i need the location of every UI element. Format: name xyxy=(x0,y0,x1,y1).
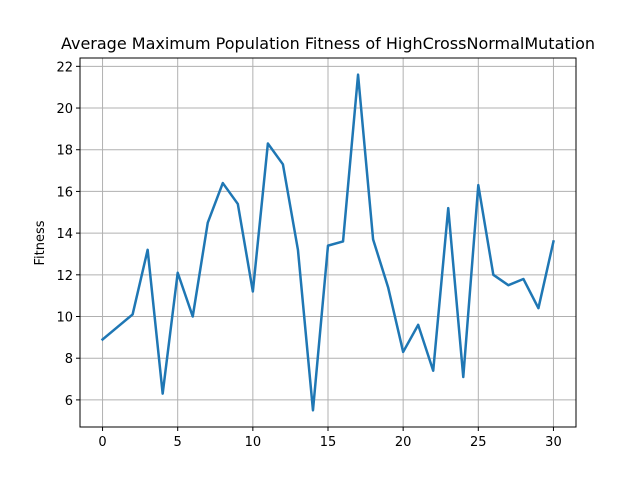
y-tick-label: 16 xyxy=(56,185,73,200)
y-tick-label: 14 xyxy=(56,227,73,242)
x-tick-label: 0 xyxy=(98,435,106,450)
y-tick-label: 18 xyxy=(56,144,73,159)
y-tick-label: 22 xyxy=(56,60,73,75)
grid-lines xyxy=(80,58,576,427)
x-tick-label: 30 xyxy=(545,435,562,450)
series-layer xyxy=(100,73,555,412)
x-axis: 0 5 10 15 20 25 30 xyxy=(98,427,562,450)
x-tick-label: 10 xyxy=(245,435,262,450)
y-axis-label: Fitness xyxy=(33,220,48,265)
y-tick-label: 6 xyxy=(65,394,73,409)
y-tick-label: 8 xyxy=(65,352,73,367)
x-tick-label: 5 xyxy=(174,435,182,450)
x-tick-label: 25 xyxy=(470,435,487,450)
x-tick-label: 20 xyxy=(395,435,412,450)
y-tick-label: 12 xyxy=(56,269,73,284)
y-tick-label: 10 xyxy=(56,311,73,326)
x-tick-label: 15 xyxy=(320,435,337,450)
fitness-series-line xyxy=(100,73,555,412)
chart-title: Average Maximum Population Fitness of Hi… xyxy=(61,34,595,53)
y-axis: 6 8 10 12 14 16 18 20 22 xyxy=(56,60,80,409)
y-tick-label: 20 xyxy=(56,102,73,117)
